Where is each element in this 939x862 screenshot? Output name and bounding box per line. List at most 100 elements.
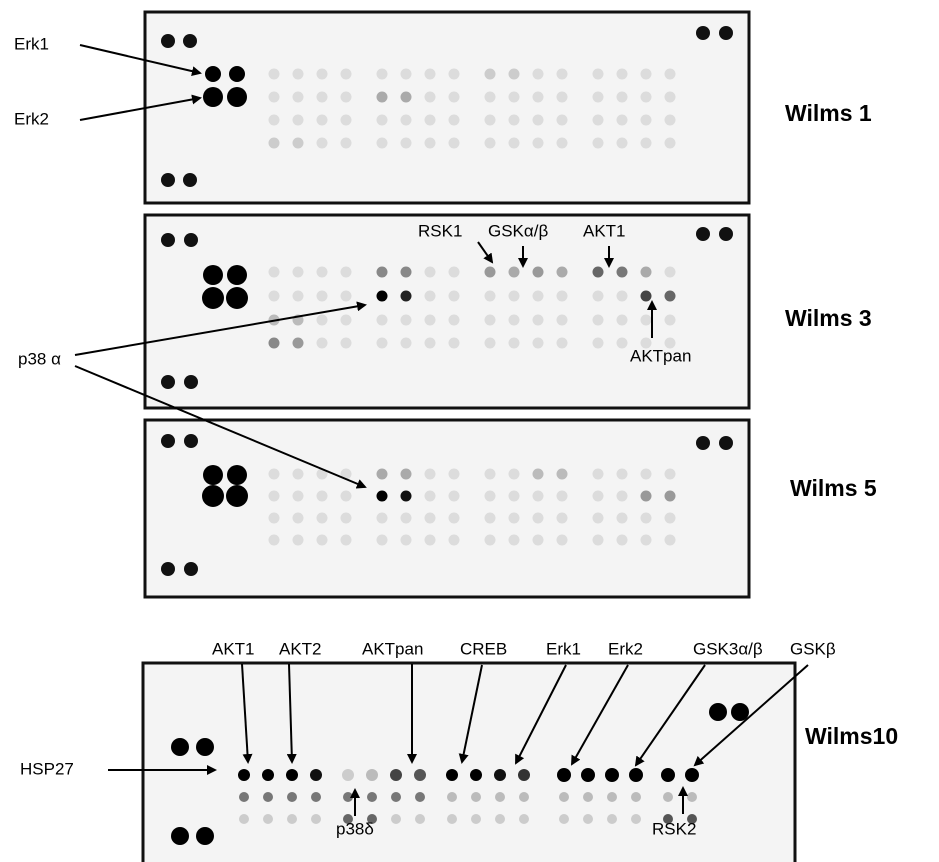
array-spot bbox=[533, 138, 544, 149]
array-spot bbox=[263, 814, 273, 824]
array-spot bbox=[665, 92, 676, 103]
array-spot bbox=[269, 69, 280, 80]
array-spot bbox=[401, 513, 412, 524]
array-spot bbox=[317, 291, 328, 302]
array-spot bbox=[341, 491, 352, 502]
array-spot bbox=[485, 315, 496, 326]
array-spot bbox=[293, 138, 304, 149]
array-spot bbox=[343, 792, 353, 802]
array-spot bbox=[687, 792, 697, 802]
array-spot bbox=[509, 535, 520, 546]
array-spot bbox=[509, 513, 520, 524]
array-spot bbox=[287, 792, 297, 802]
array-spot bbox=[269, 267, 280, 278]
array-spot bbox=[317, 92, 328, 103]
array-spot bbox=[269, 115, 280, 126]
array-spot bbox=[161, 173, 175, 187]
array-spot bbox=[183, 173, 197, 187]
annotation: GSKβ bbox=[790, 639, 836, 658]
array-spot bbox=[533, 535, 544, 546]
array-spot bbox=[377, 138, 388, 149]
array-spot bbox=[293, 338, 304, 349]
array-spot bbox=[509, 92, 520, 103]
array-spot bbox=[311, 814, 321, 824]
array-spot bbox=[447, 814, 457, 824]
array-spot bbox=[269, 513, 280, 524]
array-spot bbox=[341, 138, 352, 149]
array-spot bbox=[696, 26, 710, 40]
annotation: RSK2 bbox=[652, 819, 696, 838]
array-spot bbox=[293, 267, 304, 278]
array-spot bbox=[171, 738, 189, 756]
array-spot bbox=[641, 315, 652, 326]
array-panel bbox=[145, 420, 749, 597]
array-spot bbox=[202, 485, 224, 507]
array-spot bbox=[617, 291, 628, 302]
array-spot bbox=[401, 469, 412, 480]
array-spot bbox=[161, 233, 175, 247]
array-spot bbox=[617, 267, 628, 278]
annotation: GSK3α/β bbox=[693, 639, 763, 658]
array-spot bbox=[593, 338, 604, 349]
array-spot bbox=[617, 338, 628, 349]
array-spot bbox=[203, 265, 223, 285]
array-spot bbox=[317, 513, 328, 524]
array-spot bbox=[557, 138, 568, 149]
array-spot bbox=[269, 338, 280, 349]
array-spot bbox=[617, 315, 628, 326]
array-spot bbox=[447, 792, 457, 802]
array-spot bbox=[446, 769, 458, 781]
array-spot bbox=[509, 115, 520, 126]
array-spot bbox=[293, 535, 304, 546]
array-spot bbox=[317, 138, 328, 149]
array-spot bbox=[559, 792, 569, 802]
array-spot bbox=[377, 338, 388, 349]
array-spot bbox=[239, 792, 249, 802]
array-spot bbox=[665, 535, 676, 546]
array-spot bbox=[341, 291, 352, 302]
array-spot bbox=[663, 792, 673, 802]
array-spot bbox=[509, 315, 520, 326]
array-spot bbox=[533, 267, 544, 278]
array-spot bbox=[617, 491, 628, 502]
panel-label: Wilms 3 bbox=[785, 305, 872, 331]
array-spot bbox=[425, 92, 436, 103]
array-spot bbox=[317, 115, 328, 126]
array-spot bbox=[593, 267, 604, 278]
array-spot bbox=[617, 513, 628, 524]
array-spot bbox=[607, 792, 617, 802]
array-spot bbox=[311, 792, 321, 802]
array-spot bbox=[593, 138, 604, 149]
array-spot bbox=[449, 267, 460, 278]
array-spot bbox=[509, 138, 520, 149]
array-spot bbox=[449, 513, 460, 524]
annotation: AKTpan bbox=[362, 639, 423, 658]
array-spot bbox=[641, 513, 652, 524]
array-spot bbox=[366, 769, 378, 781]
array-spot bbox=[425, 469, 436, 480]
annotation: Erk2 bbox=[608, 639, 643, 658]
array-spot bbox=[341, 92, 352, 103]
array-spot bbox=[449, 138, 460, 149]
array-spot bbox=[494, 769, 506, 781]
array-spot bbox=[495, 814, 505, 824]
array-spot bbox=[310, 769, 322, 781]
annotation: p38δ bbox=[336, 819, 374, 838]
annotation: p38 α bbox=[18, 349, 61, 368]
array-spot bbox=[593, 92, 604, 103]
array-spot bbox=[449, 338, 460, 349]
array-spot bbox=[227, 87, 247, 107]
array-spot bbox=[641, 491, 652, 502]
array-spot bbox=[184, 562, 198, 576]
array-spot bbox=[377, 69, 388, 80]
array-spot bbox=[559, 814, 569, 824]
array-spot bbox=[227, 265, 247, 285]
array-spot bbox=[391, 814, 401, 824]
array-spot bbox=[557, 513, 568, 524]
array-spot bbox=[485, 267, 496, 278]
annotation: AKT2 bbox=[279, 639, 322, 658]
array-spot bbox=[485, 535, 496, 546]
array-spot bbox=[485, 92, 496, 103]
array-spot bbox=[641, 291, 652, 302]
annotation: HSP27 bbox=[20, 759, 74, 778]
